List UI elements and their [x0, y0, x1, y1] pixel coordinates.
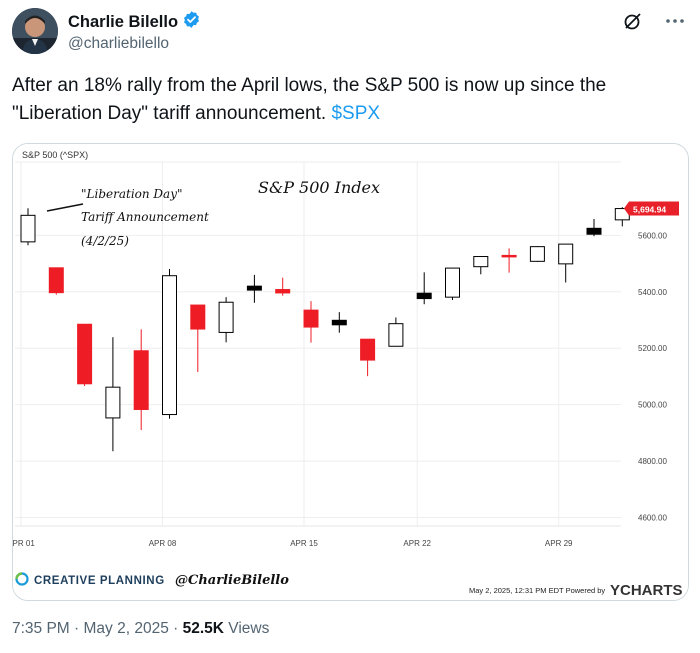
candle-body — [20, 214, 36, 243]
avatar[interactable] — [12, 8, 58, 54]
x-tick-label: APR 08 — [149, 539, 177, 548]
ycharts-logo: YCHARTS — [610, 582, 683, 599]
candle — [558, 243, 574, 283]
candle — [246, 274, 262, 303]
candle — [360, 338, 376, 377]
tweet-time[interactable]: 7:35 PM — [12, 620, 70, 637]
author-name[interactable]: Charlie Bilello — [68, 12, 179, 31]
candle — [529, 246, 545, 262]
y-tick-label: 5400.00 — [638, 288, 667, 297]
candle-body — [218, 301, 234, 333]
candle — [445, 267, 460, 300]
candle — [48, 267, 64, 295]
author-handle[interactable]: @charliebilello — [68, 35, 170, 52]
candle-body — [501, 254, 517, 258]
grok-icon[interactable] — [622, 10, 644, 32]
x-tick-label: APR 01 — [13, 539, 35, 548]
candle-body — [246, 285, 262, 291]
candle — [416, 272, 432, 305]
candle — [473, 256, 489, 275]
candle — [331, 312, 347, 333]
annotation-line-1: "Liberation Day" — [81, 187, 183, 201]
candle — [586, 218, 602, 237]
candle — [105, 337, 121, 452]
y-tick-label: 5600.00 — [638, 231, 667, 240]
creative-planning-logo — [15, 572, 29, 586]
annotation-arrow — [46, 203, 84, 212]
watermark: @CharlieBilello — [175, 573, 289, 588]
y-axis: 5600.00 5400.00 5200.00 5000.00 4800.00 4600.… — [638, 231, 667, 522]
chart-title: S&P 500 Index — [258, 178, 380, 197]
last-value-badge: 5,694.94 — [624, 201, 679, 216]
candle — [218, 297, 234, 343]
views-label: Views — [228, 620, 270, 637]
candle-body — [331, 319, 347, 326]
candle — [275, 277, 291, 296]
separator-dot: · — [74, 620, 84, 637]
candle — [501, 248, 517, 273]
last-value-label: 5,694.94 — [633, 205, 666, 215]
candle-body — [275, 289, 291, 294]
annotation-line-3: (4/2/25) — [81, 234, 129, 248]
x-tick-label: APR 22 — [403, 539, 431, 548]
separator-dot: · — [173, 620, 183, 637]
y-tick-label: 5000.00 — [638, 401, 667, 410]
chart-footer-note: May 2, 2025, 12:31 PM EDT Powered by — [469, 586, 605, 595]
candle-body — [445, 267, 460, 298]
y-tick-label: 4800.00 — [638, 457, 667, 466]
candle-body — [473, 256, 489, 268]
candle — [190, 304, 206, 372]
brand-name: CREATIVE PLANNING — [34, 575, 165, 587]
candles — [20, 207, 630, 452]
tweet-date[interactable]: May 2, 2025 — [83, 620, 169, 637]
candle-body — [360, 338, 376, 361]
candle-body — [303, 309, 319, 328]
tweet-text: After an 18% rally from the April lows, … — [12, 72, 682, 128]
candle-body — [48, 267, 64, 294]
candle — [388, 317, 404, 347]
candlestick-chart: S&P 500 (^SPX) 5600.00 5400.00 5200.00 5000… — [13, 144, 688, 600]
y-tick-label: 4600.00 — [638, 514, 667, 523]
candle — [20, 208, 36, 246]
x-tick-label: APR 15 — [290, 539, 318, 548]
candle-body — [416, 292, 432, 300]
candle — [303, 301, 319, 343]
candle-body — [105, 386, 121, 419]
tweet-body: After an 18% rally from the April lows, … — [12, 75, 607, 124]
candle-body — [77, 323, 93, 385]
views-count: 52.5K — [182, 620, 224, 637]
y-tick-label: 5200.00 — [638, 344, 667, 353]
candle-body — [190, 304, 206, 330]
annotation-line-2: Tariff Announcement — [81, 210, 209, 224]
candle-body — [133, 350, 149, 410]
series-label: S&P 500 (^SPX) — [22, 150, 88, 160]
x-axis: APR 01 APR 08 APR 15 APR 22 APR 29 — [13, 539, 573, 548]
verified-badge-icon — [182, 10, 201, 34]
tweet-meta: 7:35 PM · May 2, 2025 · 52.5K Views — [12, 620, 269, 638]
x-tick-label: APR 29 — [545, 539, 573, 548]
candle-body — [558, 243, 574, 265]
chart-image[interactable]: S&P 500 (^SPX) 5600.00 5400.00 5200.00 5000… — [12, 143, 689, 601]
candle-body — [529, 246, 545, 262]
candle — [162, 268, 177, 419]
more-options-icon[interactable] — [664, 10, 686, 32]
candle-body — [388, 323, 404, 347]
candle — [77, 323, 93, 387]
candle — [133, 329, 149, 431]
candle-body — [586, 227, 602, 235]
candle-body — [162, 275, 177, 416]
cashtag-link[interactable]: $SPX — [331, 103, 381, 124]
